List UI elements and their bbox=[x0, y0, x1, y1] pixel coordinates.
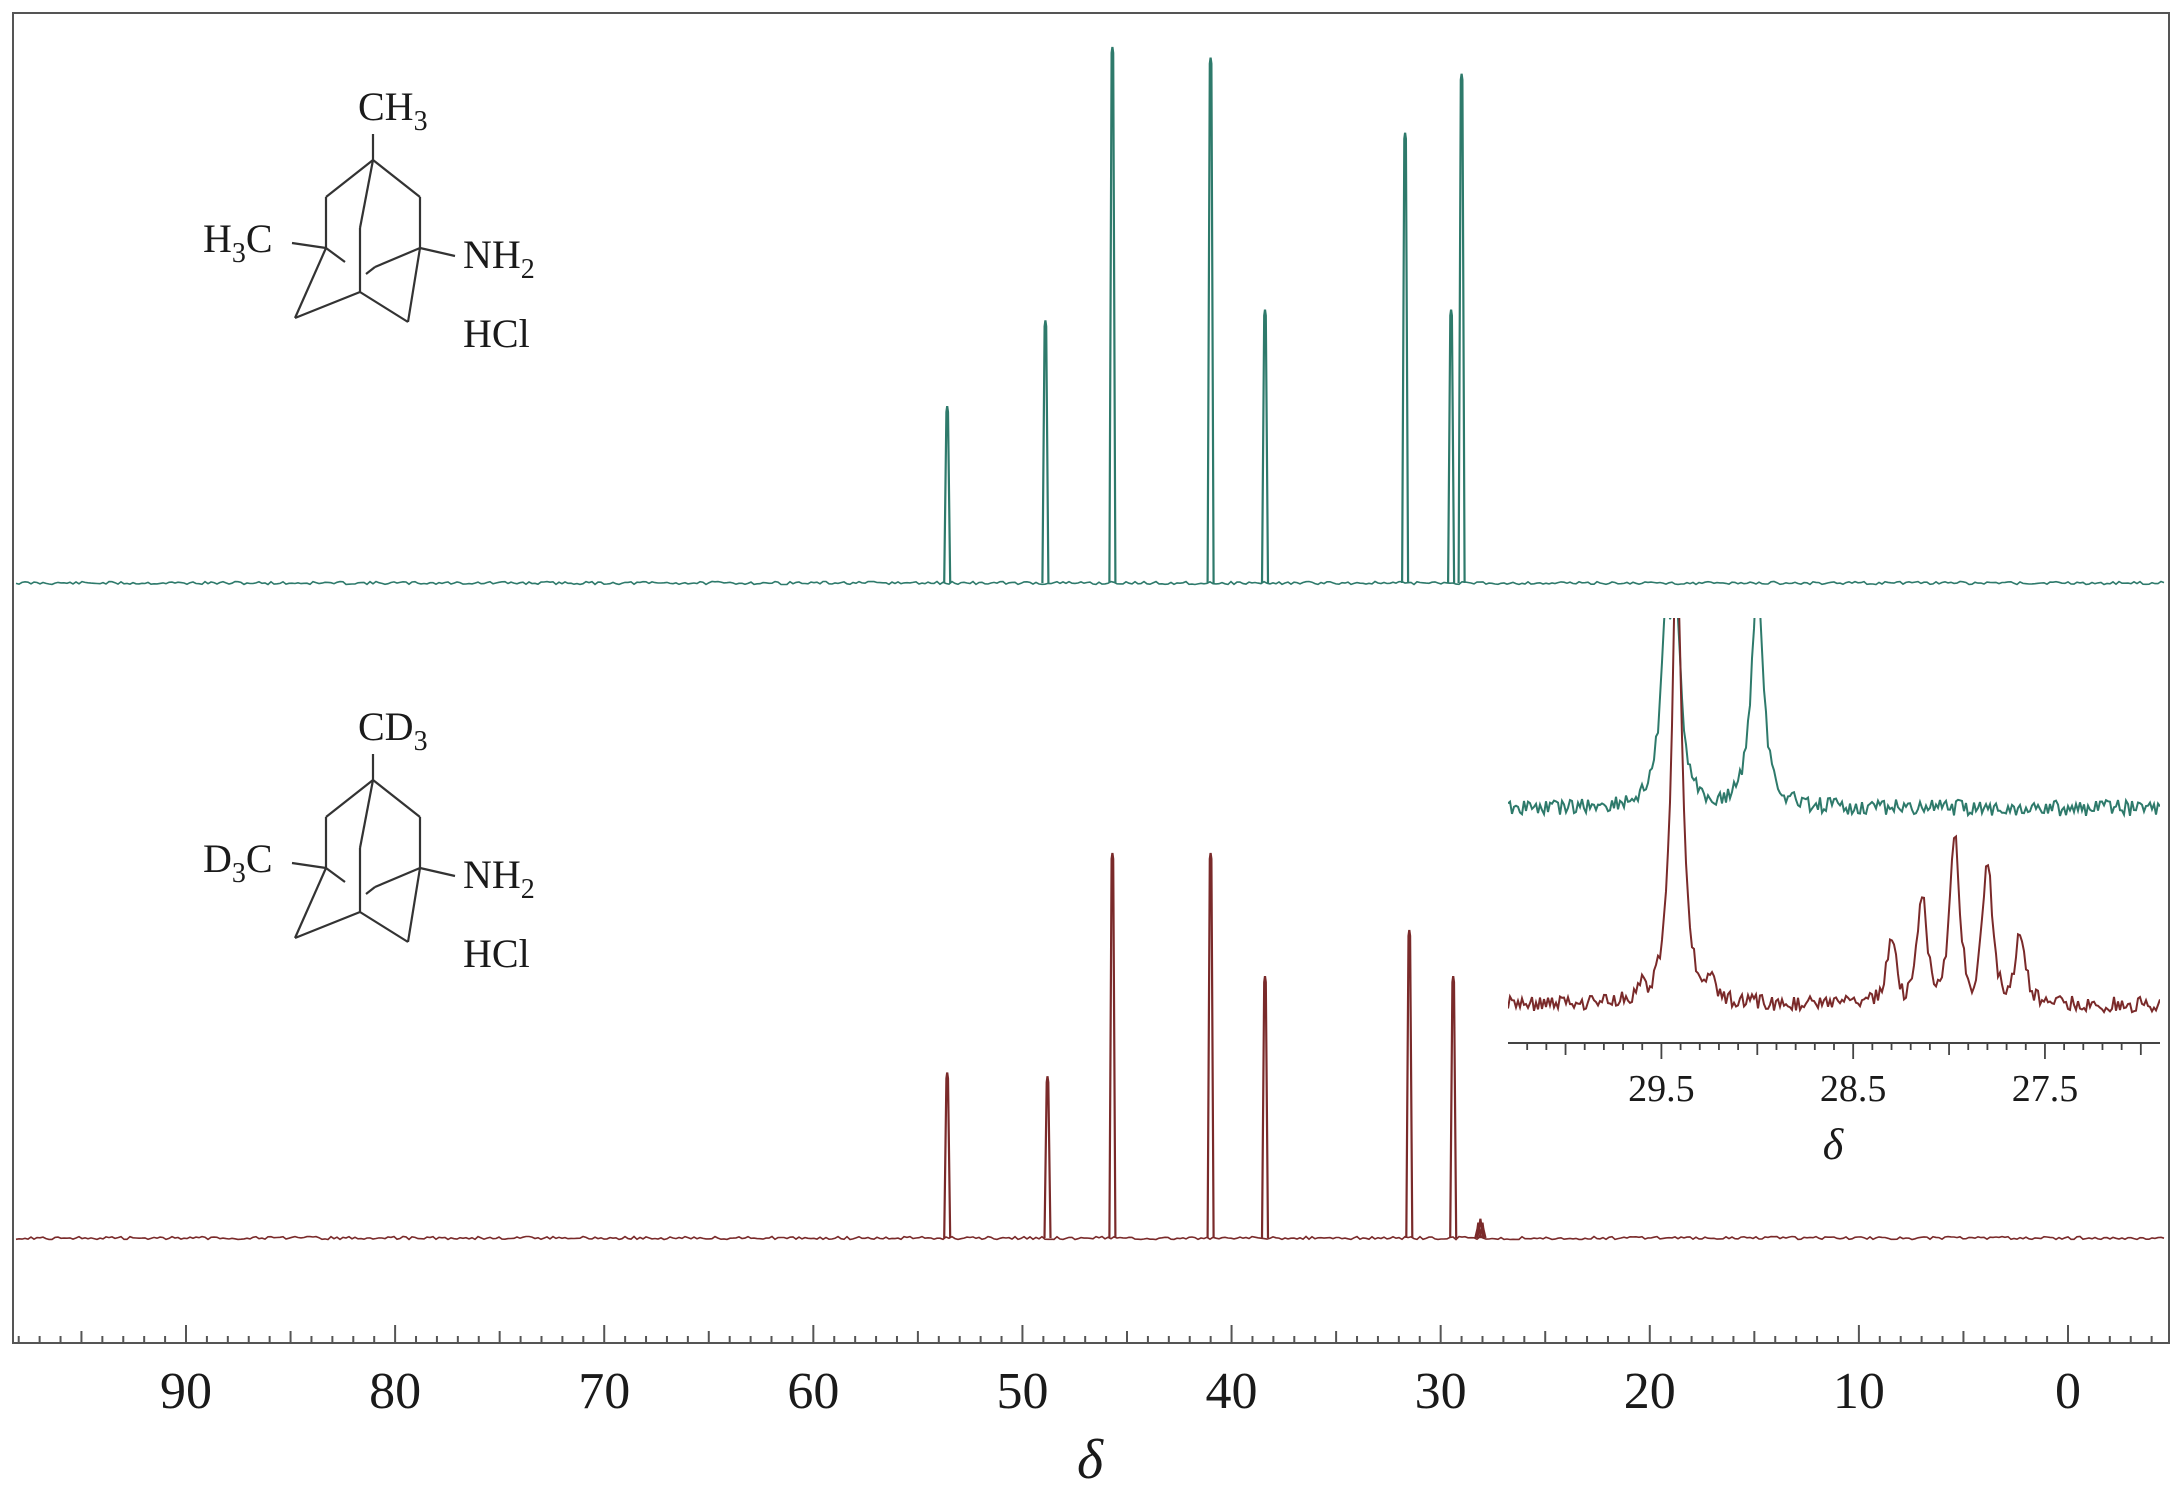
main-x-tick-label: 40 bbox=[1206, 1363, 1258, 1420]
structure-bottom-top-group: CD3 bbox=[358, 704, 428, 757]
structure-top-top-group: CH3 bbox=[358, 84, 428, 137]
spectrum-bottom-baseline bbox=[15, 1235, 2165, 1241]
structure-top-bonds bbox=[291, 134, 456, 323]
spectrum-top-peak-2 bbox=[1108, 46, 1117, 584]
inset-spectrum-top bbox=[1508, 618, 2160, 819]
spectrum-top-peak-7 bbox=[1457, 73, 1466, 584]
main-x-tick-label: 0 bbox=[2055, 1363, 2081, 1420]
structure-bottom-left-group: D3C bbox=[203, 836, 273, 889]
spectrum-top-peak-0 bbox=[943, 405, 952, 584]
structure-top-salt: HCl bbox=[463, 311, 530, 356]
main-x-tick-label: 60 bbox=[787, 1363, 839, 1420]
main-x-tick-label: 20 bbox=[1624, 1363, 1676, 1420]
structure-top-left-group: H3C bbox=[203, 216, 273, 269]
spectrum-bottom-peak-4 bbox=[1260, 976, 1270, 1239]
spectrum-top-peak-3 bbox=[1206, 57, 1215, 584]
spectrum-bottom-peak-7 bbox=[1474, 1222, 1483, 1239]
spectrum-bottom-peak-9 bbox=[1478, 1222, 1487, 1239]
main-spectra bbox=[15, 46, 2165, 1241]
spectrum-top-baseline bbox=[15, 580, 2165, 586]
structure-top-right-group: NH2 bbox=[463, 232, 535, 285]
spectrum-top-peak-6 bbox=[1447, 309, 1456, 584]
structure-bottom-right-group: NH2 bbox=[463, 852, 535, 905]
main-x-tick-label: 70 bbox=[578, 1363, 630, 1420]
structure-bottom: CD3 D3C NH2 HCl bbox=[203, 704, 535, 976]
main-x-tick-label: 50 bbox=[996, 1363, 1048, 1420]
inset-plot: 29.5 28.5 27.5 bbox=[1508, 618, 2160, 1110]
spectrum-bottom-peak-0 bbox=[943, 1072, 952, 1239]
main-x-tick-label: 80 bbox=[369, 1363, 421, 1420]
structure-bottom-salt: HCl bbox=[463, 931, 530, 976]
spectrum-top-peak-5 bbox=[1401, 132, 1410, 584]
plot-frame bbox=[12, 12, 2170, 1344]
structure-bottom-bonds bbox=[291, 754, 456, 943]
inset-x-tick-label: 28.5 bbox=[1820, 1068, 1887, 1110]
main-x-tick-label: 30 bbox=[1415, 1363, 1467, 1420]
spectrum-bottom-peak-2 bbox=[1108, 852, 1117, 1239]
spectrum-bottom-peak-6 bbox=[1449, 976, 1458, 1239]
structure-top: CH3 H3C NH2 HCl bbox=[203, 84, 535, 356]
spectrum-bottom-peak-1 bbox=[1043, 1076, 1052, 1239]
spectrum-bottom-peak-5 bbox=[1405, 929, 1414, 1239]
inset-spectrum-bottom bbox=[1508, 618, 2160, 1014]
inset-x-tick-label: 29.5 bbox=[1628, 1068, 1695, 1110]
spectrum-top-peak-1 bbox=[1041, 320, 1050, 584]
inset-x-axis-title: δ bbox=[1823, 1120, 1845, 1169]
spectrum-top-peak-4 bbox=[1260, 309, 1270, 584]
main-x-axis-title: δ bbox=[1077, 1429, 1104, 1491]
inset-spectra bbox=[1508, 618, 2160, 1014]
inset-x-tick-label: 27.5 bbox=[2012, 1068, 2079, 1110]
main-x-tick-label: 90 bbox=[160, 1363, 212, 1420]
spectrum-bottom-peak-3 bbox=[1206, 852, 1215, 1239]
main-x-axis: 90 80 70 60 50 40 30 20 10 0 bbox=[17, 1325, 2153, 1420]
main-x-tick-label: 10 bbox=[1833, 1363, 1885, 1420]
